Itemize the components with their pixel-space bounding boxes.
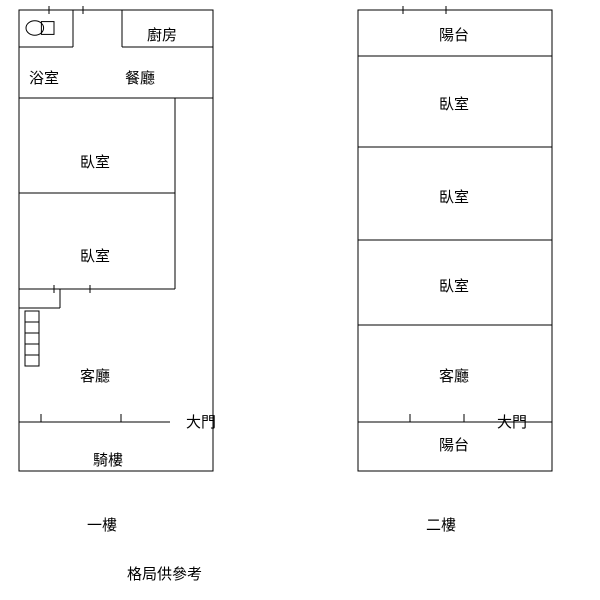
- floor2-balcony2-label: 陽台: [439, 434, 469, 455]
- floor2-title: 二樓: [426, 514, 456, 535]
- floor2-living-label: 客廳: [439, 365, 469, 386]
- floor1-bedroom1-label: 臥室: [80, 151, 110, 172]
- floor2-bedroom1-label: 臥室: [439, 93, 469, 114]
- footer-note: 格局供參考: [127, 563, 202, 584]
- floor-plan-svg: [0, 0, 600, 600]
- floor2-balcony1-label: 陽台: [439, 24, 469, 45]
- floor1-bedroom2-label: 臥室: [80, 245, 110, 266]
- floor1-kitchen-label: 廚房: [147, 24, 177, 45]
- floor2-maindoor-label: 大門: [497, 411, 527, 432]
- floor1-bathroom-label: 浴室: [29, 67, 59, 88]
- floor2-bedroom2-label: 臥室: [439, 186, 469, 207]
- floor1-living-label: 客廳: [80, 365, 110, 386]
- floor1-title: 一樓: [87, 514, 117, 535]
- floor1-dining-label: 餐廳: [125, 67, 155, 88]
- floor1-maindoor-label: 大門: [186, 411, 216, 432]
- floor1-arcade-label: 騎樓: [93, 449, 123, 470]
- floor2-bedroom3-label: 臥室: [439, 275, 469, 296]
